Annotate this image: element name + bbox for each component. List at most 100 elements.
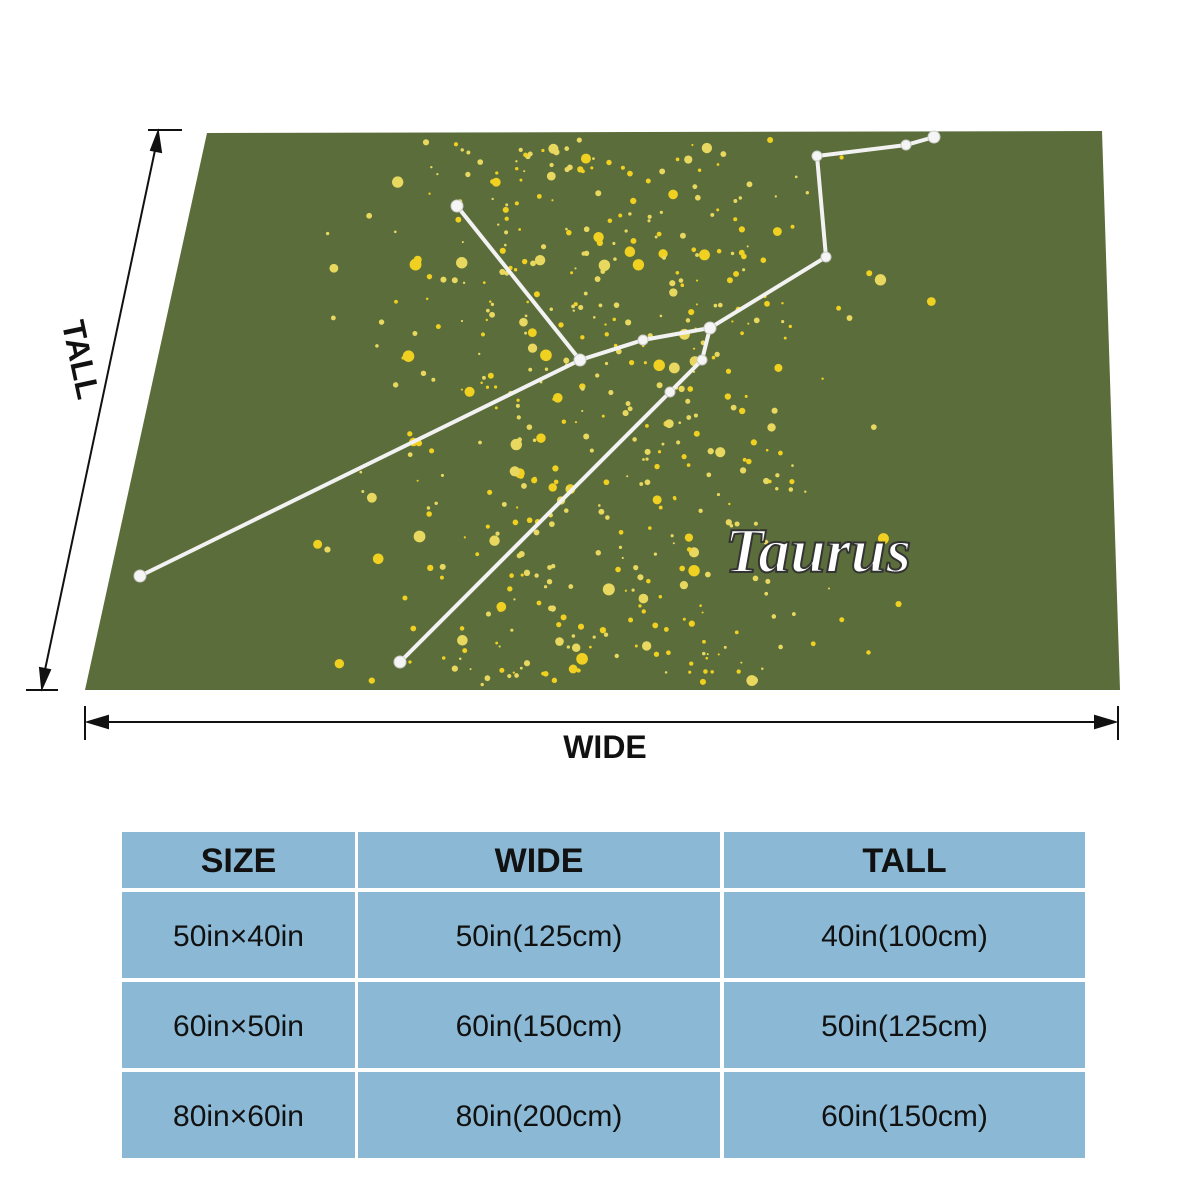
blanket: Taurus — [85, 130, 1120, 690]
star — [455, 216, 462, 223]
star — [595, 190, 602, 197]
star — [392, 382, 399, 388]
star — [661, 442, 665, 446]
star — [706, 472, 712, 478]
star — [518, 228, 522, 231]
star — [576, 668, 581, 673]
star — [375, 344, 379, 348]
star — [568, 664, 578, 674]
star — [601, 414, 605, 418]
star — [361, 490, 365, 494]
star — [695, 253, 699, 257]
star — [463, 536, 466, 539]
star — [664, 419, 674, 429]
star — [669, 288, 678, 297]
star — [738, 226, 746, 233]
star — [462, 281, 466, 285]
star — [583, 291, 588, 296]
star — [644, 448, 651, 455]
star — [590, 166, 594, 170]
star — [597, 504, 601, 507]
star — [334, 658, 345, 669]
star — [626, 475, 629, 478]
star — [581, 169, 585, 174]
star — [549, 307, 553, 312]
star — [607, 218, 613, 223]
star — [693, 430, 700, 437]
star — [740, 331, 744, 336]
star — [528, 367, 533, 372]
star — [659, 314, 663, 318]
star — [515, 160, 518, 163]
star — [647, 214, 652, 219]
star — [583, 433, 590, 440]
star — [510, 628, 514, 632]
star — [592, 157, 595, 160]
constellation-stars — [133, 130, 941, 669]
star — [668, 362, 680, 374]
star — [521, 483, 527, 489]
star — [771, 614, 777, 619]
star — [613, 257, 617, 261]
star — [480, 332, 486, 337]
star — [675, 271, 680, 275]
star — [620, 165, 625, 170]
star — [733, 270, 740, 277]
star — [572, 309, 576, 312]
star — [422, 139, 430, 146]
star — [664, 671, 668, 674]
star — [563, 357, 570, 364]
star — [426, 511, 432, 517]
star — [489, 300, 492, 303]
wide-label: WIDE — [563, 729, 647, 765]
star — [705, 656, 709, 660]
star — [530, 260, 536, 267]
star — [330, 315, 336, 321]
star — [527, 328, 537, 338]
star — [515, 166, 519, 171]
star — [828, 587, 831, 590]
blanket-label: Taurus — [725, 515, 911, 586]
star — [645, 424, 649, 428]
star — [749, 676, 758, 685]
star — [684, 533, 694, 542]
star — [580, 153, 591, 164]
wide-arrow — [84, 706, 1119, 740]
star — [533, 291, 540, 298]
star — [551, 677, 558, 684]
star — [734, 630, 739, 635]
star — [514, 201, 519, 206]
star — [805, 191, 810, 195]
star — [392, 176, 404, 188]
star — [657, 450, 662, 454]
star — [487, 489, 493, 495]
star — [627, 406, 633, 412]
star — [728, 502, 731, 506]
star — [413, 255, 422, 264]
star — [461, 241, 464, 244]
star — [512, 519, 519, 526]
star — [699, 604, 702, 607]
star — [552, 392, 563, 403]
star — [742, 457, 747, 462]
star — [746, 458, 752, 465]
star — [523, 152, 528, 158]
star — [761, 667, 764, 671]
star — [731, 320, 734, 323]
star — [499, 667, 505, 673]
star — [684, 155, 693, 164]
star — [495, 171, 499, 175]
constellation-lines — [139, 135, 935, 664]
star — [778, 644, 783, 650]
star — [662, 255, 667, 260]
star — [524, 314, 528, 318]
star — [672, 542, 675, 545]
star — [412, 331, 418, 336]
star — [707, 448, 714, 455]
star — [733, 199, 738, 203]
star — [558, 322, 564, 328]
star — [372, 553, 384, 565]
star — [698, 508, 703, 513]
star — [402, 595, 408, 601]
